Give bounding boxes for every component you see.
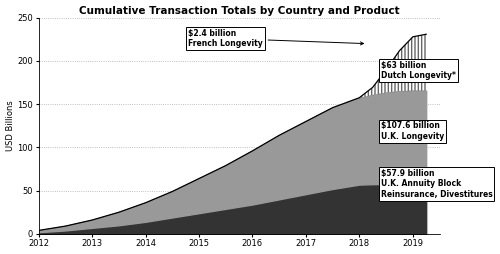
Title: Cumulative Transaction Totals by Country and Product: Cumulative Transaction Totals by Country… [79, 6, 400, 15]
Text: $107.6 billion
U.K. Longevity: $107.6 billion U.K. Longevity [380, 121, 444, 141]
Y-axis label: USD Billions: USD Billions [6, 100, 15, 151]
Text: $57.9 billion
U.K. Annuity Block
Reinsurance, Divestitures: $57.9 billion U.K. Annuity Block Reinsur… [380, 169, 492, 199]
Text: $2.4 billion
French Longevity: $2.4 billion French Longevity [188, 29, 364, 48]
Text: $63 billion
Dutch Longevity*: $63 billion Dutch Longevity* [380, 61, 456, 80]
